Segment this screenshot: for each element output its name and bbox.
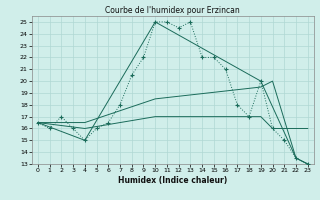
Title: Courbe de l'humidex pour Erzincan: Courbe de l'humidex pour Erzincan	[105, 6, 240, 15]
X-axis label: Humidex (Indice chaleur): Humidex (Indice chaleur)	[118, 176, 228, 185]
